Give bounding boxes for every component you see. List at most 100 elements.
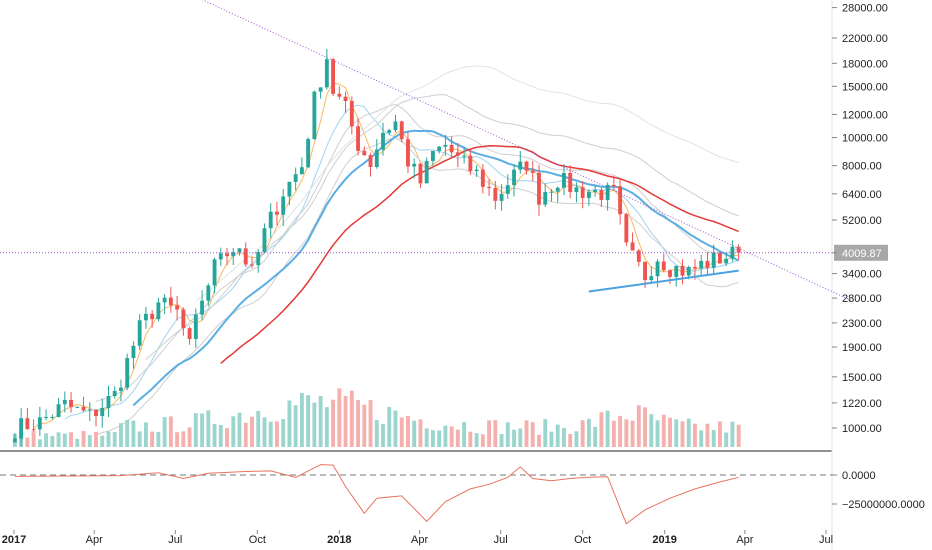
volume-bar [555, 424, 560, 447]
candle [649, 266, 654, 283]
candle-body [443, 144, 448, 147]
candle [212, 257, 217, 294]
candle [437, 145, 442, 154]
candle-body [549, 191, 554, 193]
candle-body [62, 399, 67, 405]
last-price-marker [834, 244, 888, 261]
volume-bar [343, 395, 348, 447]
volume-bar [474, 433, 479, 447]
volume-bar [287, 400, 292, 447]
candle-body [318, 87, 323, 92]
candle-body [275, 211, 279, 215]
candle-body [25, 418, 30, 430]
candle [162, 294, 167, 315]
volume-bar [156, 431, 161, 447]
candle-body [293, 174, 298, 182]
candle-body [530, 170, 535, 173]
candle [44, 409, 49, 421]
candle-body [736, 246, 741, 253]
volume-bar [381, 424, 385, 447]
candle [12, 433, 17, 443]
candle-body [337, 93, 342, 97]
candle-body [56, 404, 61, 417]
volume-bar [75, 438, 80, 447]
ma-band-outer [145, 94, 739, 360]
volume-bar [412, 420, 417, 447]
candle-body [518, 161, 523, 170]
candle [337, 86, 342, 100]
candle-body [44, 416, 49, 418]
candle-body [449, 144, 454, 153]
volume-bar [430, 430, 435, 447]
candle-body [287, 181, 292, 197]
volume-bar [462, 422, 467, 447]
volume-bar [119, 423, 123, 447]
time-tick-label: Apr [736, 534, 753, 546]
volume-bar [193, 413, 198, 447]
candle [537, 164, 541, 216]
volume-bar [293, 405, 298, 447]
candle [618, 178, 623, 225]
candle [530, 160, 535, 182]
candle-body [356, 126, 360, 151]
candle [168, 286, 173, 313]
candle [306, 137, 311, 169]
candle-body [349, 101, 354, 127]
drawn-lines [0, 0, 852, 301]
volume-bar [106, 431, 111, 447]
volume-bar [143, 422, 148, 447]
candle [705, 252, 710, 277]
volume-bar [699, 430, 704, 447]
candle-body [306, 138, 311, 168]
candle [674, 265, 679, 287]
candle [374, 139, 379, 169]
volume-bar [399, 417, 404, 447]
candle [100, 398, 105, 428]
candle [262, 223, 267, 253]
ma-band-lower [95, 137, 739, 436]
candle-body [12, 438, 17, 443]
candle [668, 268, 672, 285]
candle-body [593, 189, 598, 193]
time-tick-label: Oct [249, 534, 266, 546]
candle-body [668, 270, 672, 277]
volume-bar [493, 420, 498, 447]
volume-bar [605, 410, 610, 447]
candle-body [562, 172, 566, 188]
candle-body [524, 161, 529, 171]
time-tick-label: Oct [574, 534, 591, 546]
volume-bar [175, 432, 180, 447]
candle [75, 406, 80, 409]
candle-body [693, 266, 697, 269]
candle-body [636, 250, 641, 262]
candle-body [374, 149, 379, 167]
volume-bar [243, 422, 248, 447]
candle [200, 290, 205, 321]
candle-body [599, 189, 604, 201]
candle-body [225, 253, 229, 257]
volume-bar [437, 430, 442, 447]
candle [37, 406, 42, 436]
candle [499, 184, 504, 211]
volume-bar [724, 432, 729, 447]
candle [468, 149, 473, 176]
candle-body [724, 258, 729, 264]
time-tick-label: Jul [819, 534, 833, 546]
time-axis: 2017 Apr Jul Oct 2018 Apr Jul Oct 2019 Apr Jul [2, 530, 833, 546]
candle-body [37, 417, 42, 430]
candle-body [150, 313, 155, 320]
volume-bar [212, 424, 217, 447]
candle-body [312, 91, 317, 139]
candle [512, 164, 516, 197]
volume-bar [711, 429, 716, 447]
candle-body [143, 313, 148, 321]
oscillator-pane [0, 464, 832, 525]
candle-body [580, 187, 585, 198]
candle-body [218, 253, 223, 260]
candle-body [106, 396, 111, 409]
candle [293, 167, 298, 191]
candle-body [649, 276, 654, 281]
candle [19, 408, 24, 446]
volume-bar [356, 400, 360, 447]
volume-bar [643, 407, 647, 447]
